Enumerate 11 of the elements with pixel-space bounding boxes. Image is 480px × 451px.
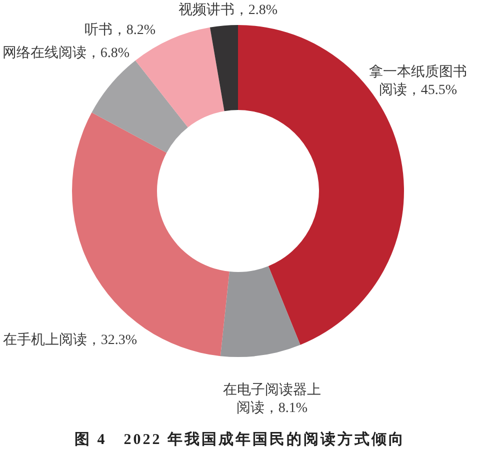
slice-label: 拿一本纸质图书阅读，45.5% [368, 64, 468, 100]
slice-label: 网络在线阅读，6.8% [1, 45, 131, 63]
donut-slice [92, 60, 188, 153]
donut-slice [210, 25, 238, 112]
slice-label: 在手机上阅读，32.3% [2, 332, 138, 350]
donut-slice [220, 266, 300, 357]
slice-label: 听书，8.2% [83, 22, 157, 40]
slice-label: 视频讲书，2.8% [177, 2, 279, 20]
text: 图 4 2022 年我国成年国民的阅读方式倾向 [74, 430, 406, 449]
donut-slice [72, 112, 230, 356]
slice-label: 在电子阅读器上阅读，8.1% [222, 382, 322, 418]
